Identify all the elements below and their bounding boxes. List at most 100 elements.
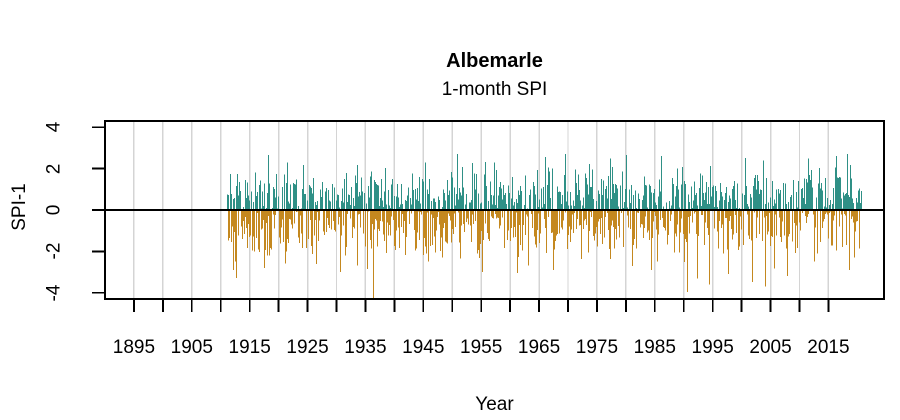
spi-bar-positive <box>678 189 679 210</box>
spi-bar-negative <box>553 210 554 271</box>
spi-bar-negative <box>346 210 347 248</box>
spi-bar-positive <box>582 205 583 210</box>
spi-bar-negative <box>504 210 505 248</box>
spi-bar-positive <box>542 207 543 210</box>
spi-bar-positive <box>585 173 586 210</box>
spi-bar-negative <box>444 210 445 224</box>
spi-bar-negative <box>747 210 748 215</box>
spi-bar-negative <box>414 210 415 230</box>
spi-bar-positive <box>617 188 618 210</box>
spi-bar-positive <box>753 185 754 210</box>
spi-bar-positive <box>364 193 365 210</box>
spi-bar-negative <box>423 210 424 255</box>
spi-bar-positive <box>310 186 311 210</box>
spi-bar-negative <box>709 210 710 285</box>
spi-bar-positive <box>809 175 810 210</box>
spi-bar-positive <box>341 201 342 210</box>
spi-bar-positive <box>611 199 612 210</box>
x-tick-label: 1895 <box>112 337 156 358</box>
spi-bar-negative <box>283 210 284 242</box>
spi-bar-positive <box>861 191 862 210</box>
spi-bar-positive <box>520 185 521 210</box>
spi-bar-positive <box>786 204 787 210</box>
spi-bar-positive <box>455 205 456 210</box>
spi-bar-negative <box>257 210 258 214</box>
spi-bar-negative <box>600 210 601 234</box>
spi-bar-negative <box>607 210 608 214</box>
spi-bar-positive <box>498 195 499 210</box>
spi-bar-negative <box>670 210 671 222</box>
spi-bar-negative <box>350 210 351 219</box>
spi-bar-negative <box>345 210 346 256</box>
spi-bar-negative <box>294 210 295 224</box>
spi-bar-negative <box>271 210 272 250</box>
spi-bar-positive <box>388 190 389 210</box>
spi-bar-positive <box>502 199 503 210</box>
spi-bar-positive <box>850 164 851 210</box>
spi-bar-positive <box>400 204 401 210</box>
spi-bar-positive <box>694 181 695 210</box>
spi-bar-negative <box>259 210 260 253</box>
spi-bar-positive <box>729 195 730 210</box>
spi-bar-positive <box>756 189 757 210</box>
spi-bar-negative <box>740 210 741 217</box>
spi-bar-positive <box>525 175 526 210</box>
spi-bar-positive <box>705 192 706 210</box>
x-tick-label: 1925 <box>286 337 329 358</box>
spi-bar-positive <box>790 197 791 210</box>
spi-bar-negative <box>841 210 842 215</box>
spi-bar-negative <box>507 210 508 240</box>
spi-bar-positive <box>422 179 423 210</box>
spi-bar-positive <box>543 187 544 210</box>
spi-bar-negative <box>743 210 744 245</box>
spi-bar-negative <box>515 210 516 237</box>
spi-bar-negative <box>442 210 443 258</box>
spi-bar-positive <box>596 200 597 210</box>
spi-bar-negative <box>814 210 815 262</box>
spi-bar-negative <box>286 210 287 252</box>
spi-bar-negative <box>478 210 479 251</box>
spi-bar-positive <box>495 204 496 210</box>
spi-bar-negative <box>846 210 847 246</box>
spi-bar-positive <box>544 204 545 210</box>
spi-bar-positive <box>524 204 525 210</box>
spi-bar-positive <box>228 195 229 210</box>
spi-bar-negative <box>520 210 521 246</box>
spi-bar-positive <box>639 198 640 210</box>
spi-bar-positive <box>689 202 690 210</box>
spi-bar-negative <box>263 210 264 220</box>
spi-bar-negative <box>696 210 697 234</box>
spi-bar-positive <box>772 181 773 210</box>
spi-bar-negative <box>253 210 254 237</box>
spi-bar-negative <box>548 210 549 218</box>
spi-bar-positive <box>822 190 823 210</box>
spi-bar-positive <box>826 207 827 210</box>
spi-bar-negative <box>762 210 763 242</box>
spi-bar-negative <box>856 210 857 222</box>
spi-bar-negative <box>559 210 560 234</box>
spi-bar-negative <box>684 210 685 262</box>
spi-bar-negative <box>823 210 824 222</box>
spi-bar-negative <box>477 210 478 254</box>
spi-bar-negative <box>523 210 524 225</box>
spi-bar-negative <box>328 210 329 225</box>
spi-bar-positive <box>692 208 693 210</box>
spi-bar-positive <box>845 194 846 210</box>
spi-bar-positive <box>745 157 746 210</box>
spi-bar-negative <box>618 210 619 226</box>
spi-bar-positive <box>835 167 836 210</box>
spi-bar-negative <box>612 210 613 221</box>
spi-bar-negative <box>774 210 775 269</box>
spi-bar-negative <box>557 210 558 235</box>
spi-bar-positive <box>240 190 241 210</box>
spi-bar-negative <box>378 210 379 230</box>
spi-bar-positive <box>598 190 599 210</box>
spi-bar-positive <box>643 195 644 210</box>
spi-bar-positive <box>355 175 356 210</box>
spi-bar-negative <box>725 210 726 219</box>
spi-bar-negative <box>373 210 374 299</box>
spi-bar-positive <box>227 194 228 210</box>
spi-bar-positive <box>567 191 568 210</box>
spi-bar-negative <box>695 210 696 213</box>
spi-bar-negative <box>679 210 680 253</box>
